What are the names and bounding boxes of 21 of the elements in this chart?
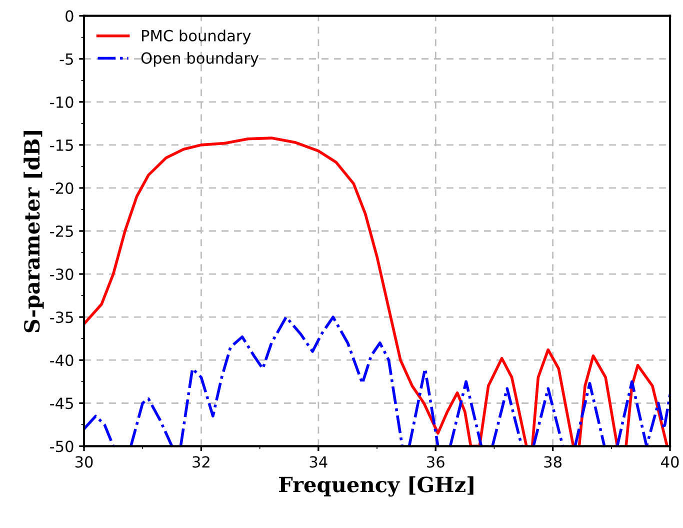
- x-tick-label: 30: [75, 456, 93, 468]
- y-tick-label: -20: [50, 182, 74, 194]
- legend-label: PMC boundary: [142, 30, 251, 44]
- y-tick-label: -45: [50, 398, 73, 410]
- x-tick-label: 38: [544, 456, 562, 468]
- y-tick-label: -50: [50, 440, 74, 452]
- y-tick-label: -15: [50, 140, 73, 151]
- x-tick-label: 36: [427, 456, 444, 468]
- y-tick-label: -35: [50, 312, 73, 324]
- x-tick-label: 32: [192, 456, 210, 468]
- x-axis-title: Frequency [GHz]: [279, 476, 474, 497]
- y-axis-title: S-parameter [dB]: [24, 130, 44, 332]
- legend-label: Open boundary: [141, 52, 259, 67]
- y-tick-label: -30: [50, 268, 74, 280]
- x-tick-label: 40: [661, 456, 679, 468]
- y-tick-label: -5: [60, 54, 73, 65]
- y-tick-label: -40: [50, 354, 74, 366]
- y-tick-label: 0: [66, 10, 74, 22]
- x-tick-label: 34: [310, 456, 328, 468]
- y-tick-label: -25: [50, 225, 73, 238]
- y-tick-label: -10: [50, 96, 74, 108]
